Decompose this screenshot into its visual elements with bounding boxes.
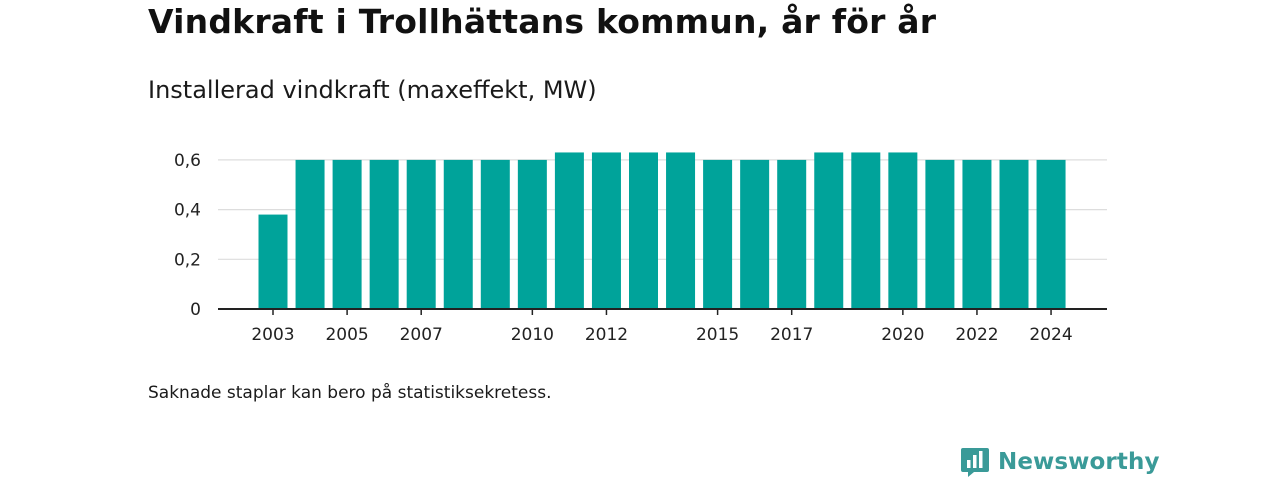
chart-title: Vindkraft i Trollhättans kommun, år för … (148, 2, 937, 41)
x-tick-label: 2003 (251, 325, 294, 345)
y-tick-label: 0 (190, 300, 201, 320)
bar-2021 (925, 159, 955, 309)
bar-2013 (629, 152, 658, 309)
x-tick-label: 2017 (770, 325, 813, 345)
bar-2023 (999, 159, 1029, 309)
footnote: Saknade staplar kan bero på statistiksek… (148, 383, 552, 403)
x-tick-label: 2024 (1029, 325, 1072, 345)
bar-2015 (703, 159, 733, 309)
bar-chart: 0 0,2 0,4 0,6 2003 2005 2007 2010 2012 2015 2017 20… (174, 151, 1107, 345)
bar-2007 (406, 159, 436, 309)
axes (218, 308, 1107, 315)
bar-2019 (851, 152, 881, 309)
x-tick-label: 2005 (325, 325, 368, 345)
bar-2003 (258, 214, 288, 309)
bar-2011 (554, 152, 584, 309)
bar-2017 (777, 159, 807, 309)
x-tick-label: 2012 (585, 325, 628, 345)
x-tick-label: 2020 (881, 325, 924, 345)
bar-2004 (295, 159, 325, 309)
bar-2012 (591, 152, 621, 309)
bar-2014 (666, 152, 696, 309)
brand-name: Newsworthy (998, 449, 1160, 475)
y-tick-label: 0,4 (174, 201, 201, 221)
grid-lines (218, 159, 1107, 260)
bar-2024 (1036, 159, 1066, 309)
bar-2005 (332, 159, 362, 309)
x-tick-label: 2007 (400, 325, 443, 345)
y-tick-label: 0,2 (174, 250, 201, 270)
bar-2022 (962, 159, 992, 309)
y-tick-label: 0,6 (174, 151, 201, 171)
bar-2008 (443, 159, 473, 309)
bar-2009 (480, 159, 510, 309)
bars (258, 152, 1066, 309)
tick-labels: 0 0,2 0,4 0,6 2003 2005 2007 2010 2012 2015 2017 20… (174, 151, 1073, 345)
bar-2010 (517, 159, 547, 309)
x-tick-label: 2010 (511, 325, 554, 345)
x-tick-label: 2015 (696, 325, 739, 345)
bar-2020 (888, 152, 918, 309)
brand-logo: Newsworthy (960, 446, 1160, 478)
bar-2016 (740, 159, 770, 309)
x-tick-label: 2022 (955, 325, 998, 345)
newsworthy-logo-icon (961, 448, 989, 477)
bar-2006 (369, 159, 399, 309)
bar-2018 (814, 152, 844, 309)
chart-subtitle: Installerad vindkraft (maxeffekt, MW) (148, 76, 597, 104)
